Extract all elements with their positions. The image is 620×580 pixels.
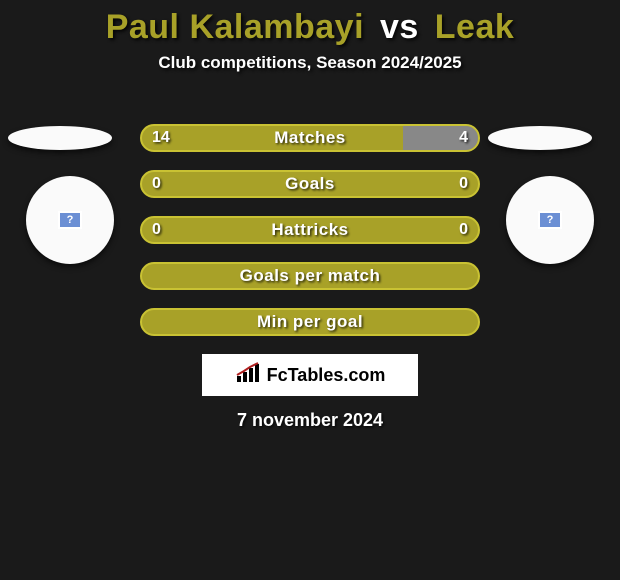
stat-bar-label: Goals: [142, 172, 478, 196]
subtitle: Club competitions, Season 2024/2025: [0, 53, 620, 73]
stat-bar-right-segment: [403, 126, 478, 150]
stat-bar-right-value: 0: [449, 218, 478, 242]
stat-bar-row: Goals per match: [140, 262, 480, 290]
stat-bars: Matches144Goals00Hattricks00Goals per ma…: [140, 124, 480, 354]
brand-box: FcTables.com: [202, 354, 418, 396]
brand-chart-icon: [235, 362, 261, 389]
placeholder-avatar-icon: [58, 211, 82, 229]
player2-name: Leak: [435, 8, 515, 46]
right-ellipse: [488, 126, 592, 150]
stat-bar-row: Matches144: [140, 124, 480, 152]
stat-bar-left-value: 0: [142, 218, 171, 242]
player1-name: Paul Kalambayi: [106, 8, 364, 46]
player2-avatar: [506, 176, 594, 264]
stat-bar-left-value: 0: [142, 172, 171, 196]
player1-avatar: [26, 176, 114, 264]
stat-bar-row: Min per goal: [140, 308, 480, 336]
stat-bar-label: Hattricks: [142, 218, 478, 242]
stat-bar-label: Goals per match: [142, 264, 478, 288]
left-ellipse: [8, 126, 112, 150]
vs-text: vs: [380, 8, 419, 46]
stat-bar-left-value: 14: [142, 126, 180, 150]
stat-bar-row: Goals0 0: [140, 170, 480, 198]
brand-text: FcTables.com: [267, 365, 386, 386]
stat-bar-row: Hattricks0 0: [140, 216, 480, 244]
comparison-title: Paul Kalambayi vs Leak: [0, 0, 620, 47]
placeholder-avatar-icon: [538, 211, 562, 229]
date-text: 7 november 2024: [0, 410, 620, 431]
stat-bar-label: Min per goal: [142, 310, 478, 334]
stat-bar-right-value: 0: [449, 172, 478, 196]
